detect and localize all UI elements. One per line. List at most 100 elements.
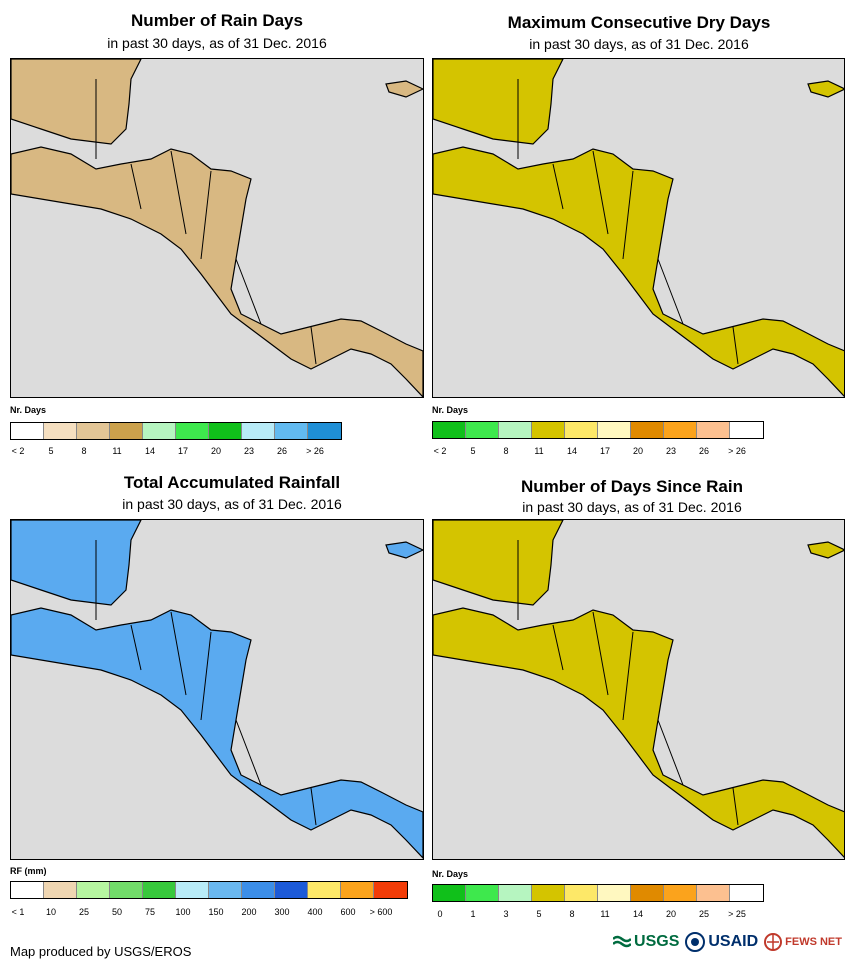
legend-swatch: [44, 882, 77, 898]
legend-swatch: [466, 422, 499, 438]
legend-tick-label: 50: [111, 907, 123, 917]
legend-swatch: [565, 885, 598, 901]
legend-swatch: [466, 885, 499, 901]
fewsnet-logo: FEWS NET: [764, 933, 842, 951]
legend-swatch: [374, 882, 407, 898]
legend-tick-label: < 2: [11, 446, 25, 456]
country-borders: [95, 540, 317, 826]
landmass-isthmus: [11, 607, 423, 859]
landmass-yucatan: [11, 59, 142, 145]
country-borders: [517, 79, 739, 365]
landmass-jamaica: [807, 80, 844, 98]
landmass-jamaica: [385, 541, 423, 559]
legend-tick-label: 17: [599, 446, 611, 456]
legend-swatch: [11, 423, 44, 439]
legend-tick-label: 600: [340, 907, 356, 917]
usgs-logo-text: USGS: [634, 933, 680, 950]
rain-days-legend: [10, 422, 342, 440]
legend-tick-label: 150: [208, 907, 224, 917]
legend-tick-label: 14: [566, 446, 578, 456]
map-credit: Map produced by USGS/EROS: [10, 944, 192, 959]
legend-swatch: [143, 423, 176, 439]
legend-swatch: [110, 882, 143, 898]
legend-tick-label: 20: [632, 446, 644, 456]
legend-swatch: [532, 422, 565, 438]
dry-days-legend-ticks: < 2 5 8 11 14 17 20 23 26 > 26: [432, 446, 764, 458]
legend-tick-label: 300: [274, 907, 290, 917]
legend-swatch: [532, 885, 565, 901]
legend-tick-label: 20: [210, 446, 222, 456]
fewsnet-globe-icon: [764, 933, 783, 951]
landmass-isthmus: [11, 146, 423, 397]
legend-swatch: [631, 885, 664, 901]
legend-tick-label: 25: [698, 909, 710, 919]
rain-days-subtitle: in past 30 days, as of 31 Dec. 2016: [107, 35, 327, 51]
legend-tick-label: 5: [470, 446, 476, 456]
legend-swatch: [697, 885, 730, 901]
rainfall-map: [10, 519, 424, 860]
legend-tick-label: 26: [698, 446, 710, 456]
legend-tick-label: 400: [307, 907, 323, 917]
legend-tick-label: 100: [175, 907, 191, 917]
legend-swatch: [242, 882, 275, 898]
rainfall-legend-ticks: < 1 10 25 50 75 100 150 200 300 400 600 > 600: [10, 907, 408, 919]
legend-swatch: [44, 423, 77, 439]
dry-days-title: Maximum Consecutive Dry Days: [507, 13, 771, 32]
legend-tick-label: 200: [241, 907, 257, 917]
legend-tick-label: 17: [177, 446, 189, 456]
legend-tick-label: 11: [600, 909, 610, 919]
landmass-jamaica: [385, 80, 423, 98]
days-since-legend-title: Nr. Days: [432, 869, 469, 879]
usaid-seal-icon: [685, 932, 706, 952]
legend-swatch: [631, 422, 664, 438]
country-borders: [95, 79, 317, 365]
legend-tick-label: > 26: [306, 446, 324, 456]
agency-logos: USGS USAID FEWS NET: [613, 932, 842, 952]
legend-swatch: [499, 422, 532, 438]
legend-tick-label: 23: [665, 446, 677, 456]
legend-tick-label: 26: [276, 446, 288, 456]
legend-tick-label: > 600: [369, 907, 393, 917]
legend-tick-label: 20: [665, 909, 677, 919]
legend-tick-label: > 25: [728, 909, 746, 919]
rainfall-subtitle: in past 30 days, as of 31 Dec. 2016: [122, 496, 342, 512]
days-since-legend: [432, 884, 764, 902]
legend-tick-label: 3: [503, 909, 509, 919]
legend-swatch: [242, 423, 275, 439]
legend-swatch: [209, 423, 242, 439]
legend-swatch: [341, 882, 374, 898]
legend-swatch: [143, 882, 176, 898]
legend-swatch: [308, 882, 341, 898]
legend-swatch: [598, 422, 631, 438]
legend-swatch: [275, 423, 308, 439]
dry-days-subtitle: in past 30 days, as of 31 Dec. 2016: [529, 36, 749, 52]
rain-days-title: Number of Rain Days: [131, 11, 303, 30]
legend-swatch: [697, 422, 730, 438]
legend-swatch: [77, 423, 110, 439]
days-since-legend-ticks: 0 1 3 5 8 11 14 20 25 > 25: [432, 909, 764, 921]
legend-swatch: [11, 882, 44, 898]
legend-tick-label: 10: [45, 907, 57, 917]
country-borders: [517, 540, 739, 826]
days-since-subtitle: in past 30 days, as of 31 Dec. 2016: [522, 499, 742, 515]
rainfall-legend-title: RF (mm): [10, 866, 47, 876]
legend-swatch: [275, 882, 308, 898]
landmass-yucatan: [433, 59, 564, 145]
usaid-logo: USAID: [685, 932, 758, 952]
usaid-logo-text: USAID: [708, 933, 759, 950]
legend-tick-label: 75: [144, 907, 156, 917]
usgs-logo: USGS: [613, 933, 679, 951]
legend-tick-label: 5: [536, 909, 542, 919]
legend-swatch: [308, 423, 341, 439]
legend-tick-label: 11: [534, 446, 544, 456]
dry-days-map: [432, 58, 845, 398]
rain-days-legend-ticks: < 2 5 8 11 14 17 20 23 26 > 26: [10, 446, 342, 458]
legend-tick-label: < 1: [11, 907, 25, 917]
legend-tick-label: 14: [144, 446, 156, 456]
rain-days-legend-title: Nr. Days: [10, 405, 47, 415]
legend-tick-label: 14: [632, 909, 644, 919]
dry-days-legend-title: Nr. Days: [432, 405, 469, 415]
legend-tick-label: > 26: [728, 446, 746, 456]
legend-swatch: [433, 422, 466, 438]
legend-tick-label: 5: [48, 446, 54, 456]
